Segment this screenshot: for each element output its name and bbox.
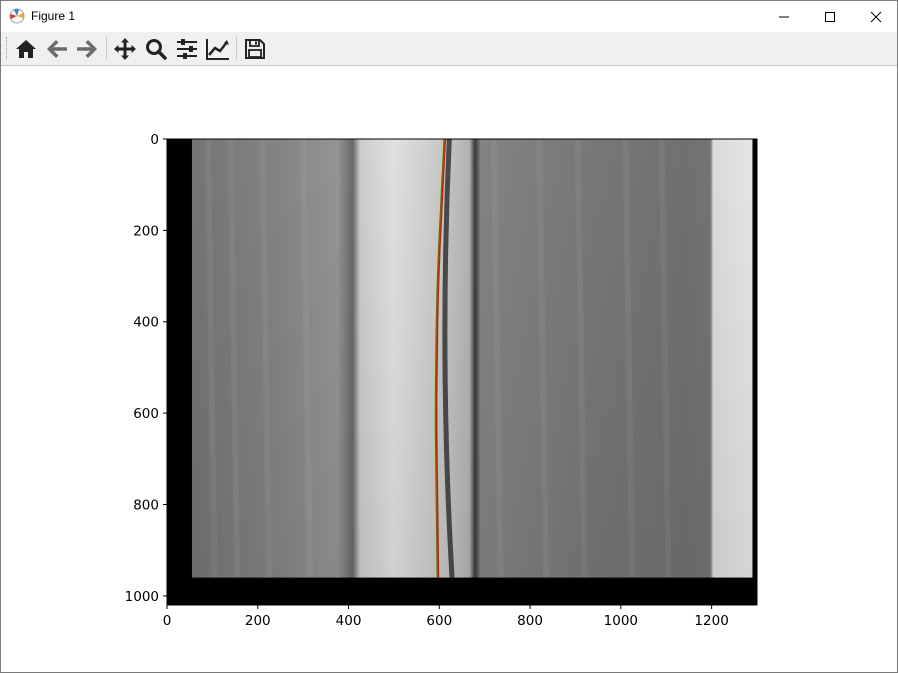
y-tick-label: 1000 [125,589,159,605]
y-tick-label: 600 [133,406,159,422]
image-streak [490,138,504,578]
y-tick-label: 800 [133,497,159,513]
minimize-icon [779,16,789,17]
image-streak [300,138,313,578]
matplotlib-app-icon [9,8,25,24]
edge-shadow [442,138,455,578]
axes: 0 200 400 600 800 1000 1200 0 200 400 600 800 1000 [125,132,758,629]
navigation-toolbar [1,32,897,66]
y-tick-label: 200 [133,223,159,239]
toolbar-separator [236,37,237,59]
figure-canvas[interactable]: 0 200 400 600 800 1000 1200 0 200 400 600 800 1000 [1,66,897,672]
x-tick-label: 1200 [694,613,728,629]
pan-button[interactable] [111,35,139,63]
axes-frame [166,138,758,606]
forward-button[interactable] [73,35,101,63]
title-bar[interactable]: Figure 1 [1,1,897,32]
window-title: Figure 1 [31,9,76,23]
line-chart-icon [206,39,229,60]
back-button[interactable] [43,35,71,63]
x-tick-label: 800 [517,613,543,629]
detected-edge-line [435,138,445,578]
arrow-right-icon [77,40,97,58]
image-streak [574,138,588,578]
configure-subplots-button[interactable] [173,35,201,63]
floppy-disk-icon [245,39,265,59]
image-streak [536,138,549,578]
home-icon [16,40,36,58]
save-button[interactable] [241,35,269,63]
home-button[interactable] [12,35,40,63]
y-tick-label: 400 [133,315,159,331]
minimize-button[interactable] [761,1,807,32]
toolbar-separator [106,37,107,59]
maximize-icon [825,11,835,22]
x-tick-label: 0 [163,613,172,629]
x-tick-label: 600 [426,613,452,629]
x-tick-label: 200 [245,613,271,629]
toolbar-grip [6,37,9,59]
image-streak [204,138,218,578]
image-streak [259,138,273,578]
edit-axes-button[interactable] [204,35,232,63]
image-shading [191,139,753,578]
close-icon [870,11,882,22]
image-streak [227,138,241,578]
magnifier-icon [146,39,167,60]
image-streak [622,138,636,578]
arrow-left-icon [47,40,67,58]
x-tick-label: 400 [336,613,362,629]
zoom-button[interactable] [142,35,170,63]
sliders-icon [177,39,197,59]
image-streak [658,138,672,578]
figure-plot[interactable]: 0 200 400 600 800 1000 1200 0 200 400 600 800 1000 [1,66,897,672]
maximize-button[interactable] [807,1,853,32]
close-button[interactable] [853,1,897,32]
move-icon [114,38,136,60]
y-tick-label: 0 [150,132,159,148]
x-tick-label: 1000 [604,613,638,629]
